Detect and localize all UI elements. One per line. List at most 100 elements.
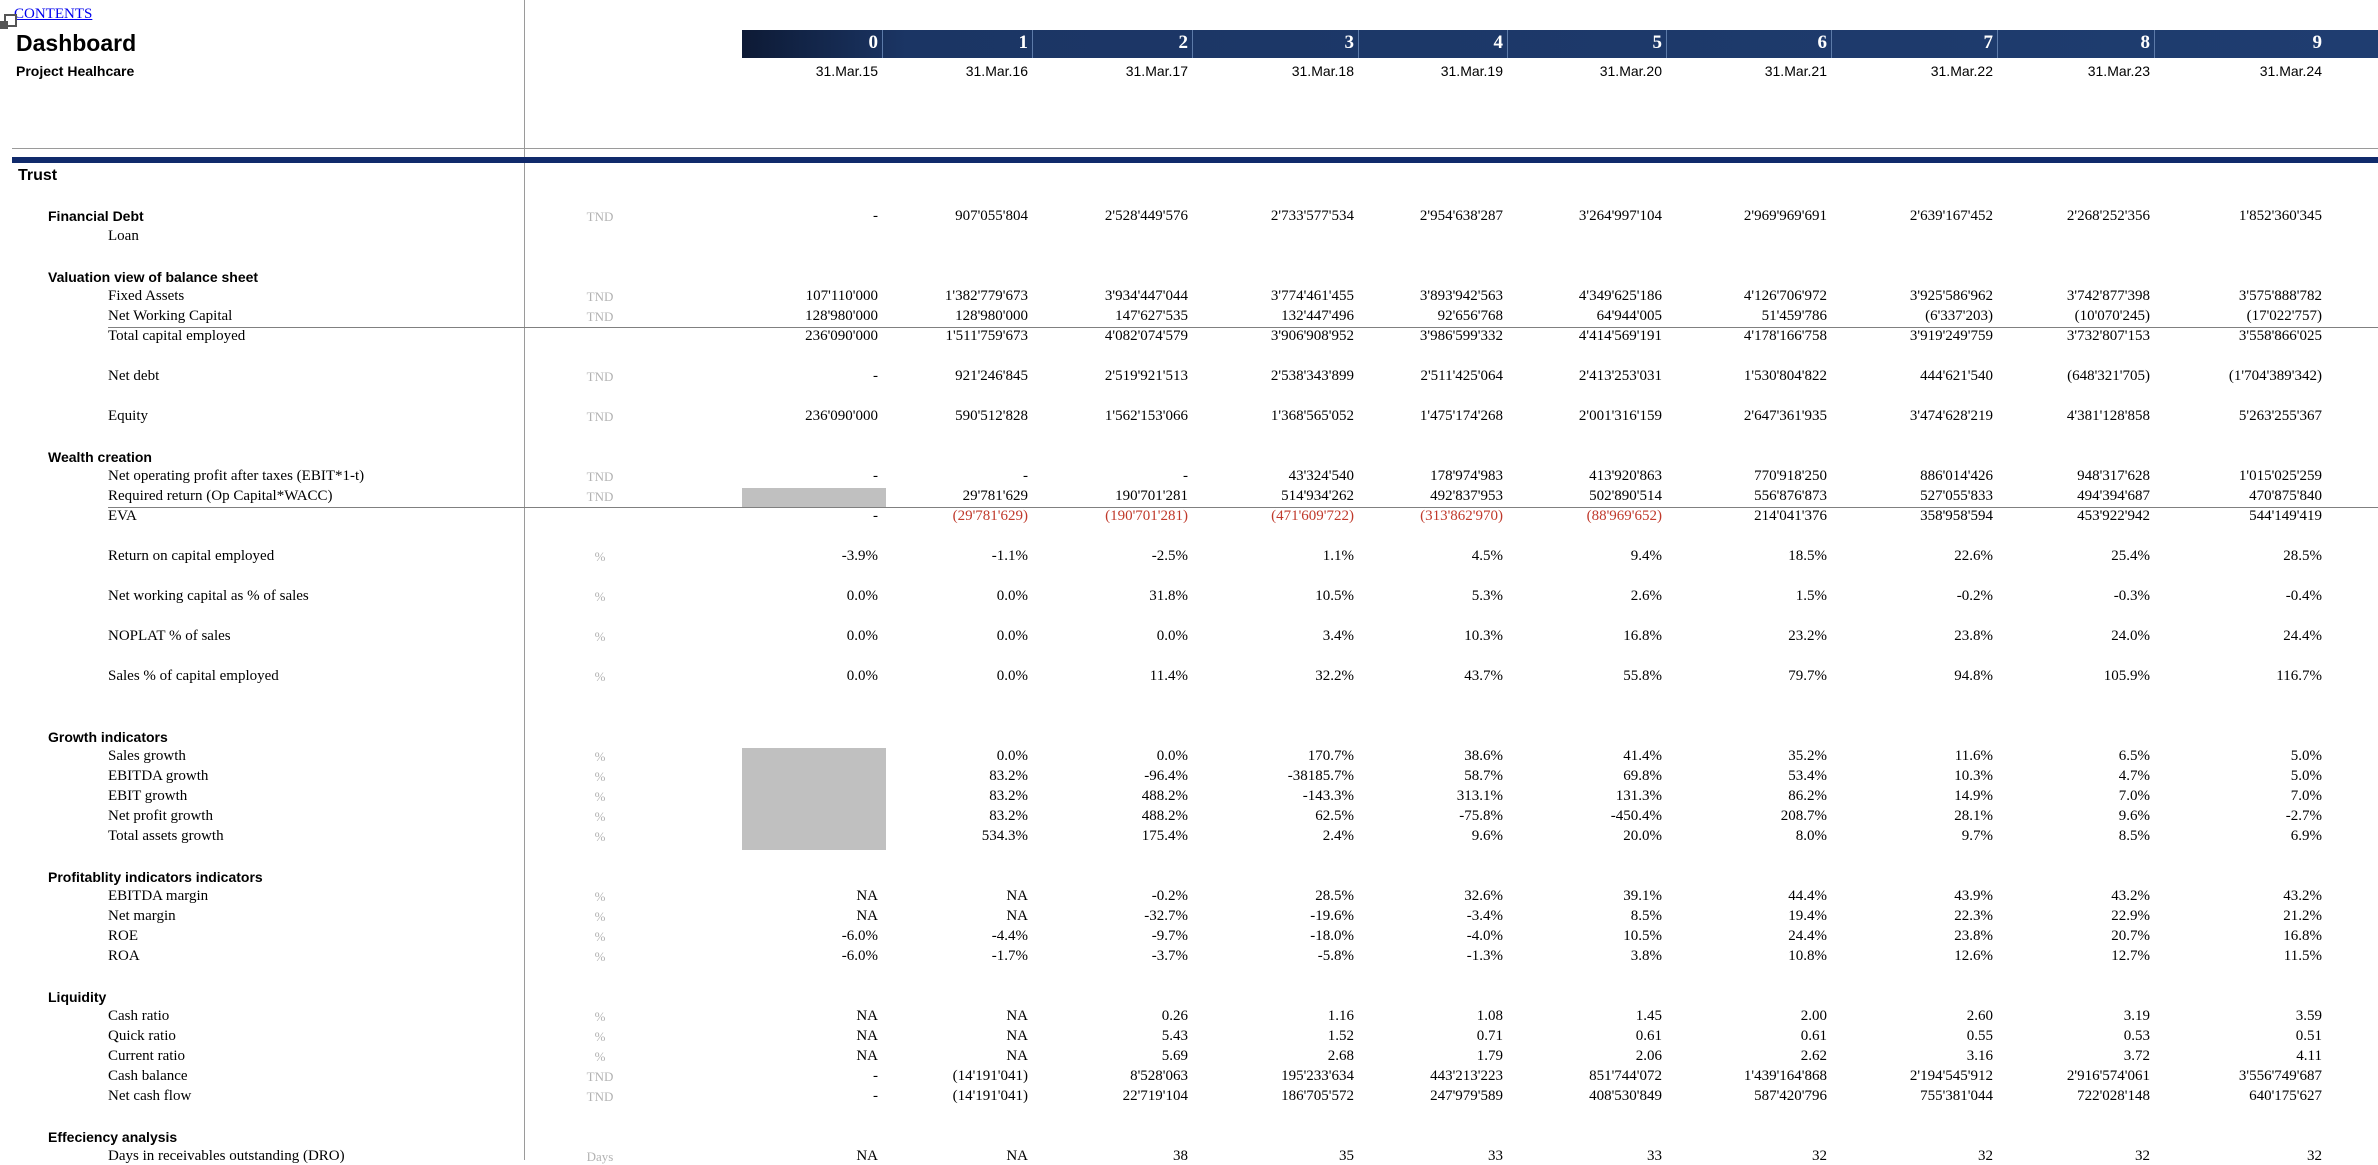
value-cell[interactable]: 28.5% <box>2283 548 2322 564</box>
value-cell[interactable]: 83.2% <box>989 768 1028 784</box>
value-cell[interactable]: 1'015'025'259 <box>2238 468 2322 484</box>
value-cell[interactable]: 443'213'223 <box>1430 1068 1503 1084</box>
value-cell[interactable]: 2'528'449'576 <box>1104 208 1188 224</box>
value-cell[interactable]: 64'944'005 <box>1596 308 1662 324</box>
value-cell[interactable]: (17'022'757) <box>2246 308 2322 324</box>
value-cell[interactable]: 43.9% <box>1954 888 1993 904</box>
value-cell[interactable]: 0.0% <box>996 668 1028 684</box>
value-cell[interactable]: (471'609'722) <box>1271 508 1354 524</box>
value-cell[interactable]: - <box>873 468 878 484</box>
value-cell[interactable]: 2'639'167'452 <box>1909 208 1993 224</box>
value-cell[interactable]: 10.3% <box>1954 768 1993 784</box>
value-cell[interactable]: -2.5% <box>1151 548 1188 564</box>
value-cell[interactable]: 43.2% <box>2283 888 2322 904</box>
value-cell[interactable]: 488.2% <box>1141 808 1188 824</box>
value-cell[interactable]: 492'837'953 <box>1430 488 1503 504</box>
value-cell[interactable]: 43'324'540 <box>1288 468 1354 484</box>
value-cell[interactable]: 0.61 <box>1635 1028 1662 1044</box>
value-cell[interactable]: 3.4% <box>1322 628 1354 644</box>
value-cell[interactable]: 1'562'153'066 <box>1104 408 1188 424</box>
value-cell[interactable]: 32 <box>2307 1148 2322 1164</box>
value-cell[interactable]: 5'263'255'367 <box>2238 408 2322 424</box>
value-cell[interactable]: 0.0% <box>996 588 1028 604</box>
value-cell[interactable]: 5.3% <box>1471 588 1503 604</box>
value-cell[interactable]: 41.4% <box>1623 748 1662 764</box>
value-cell[interactable]: 0.71 <box>1476 1028 1503 1044</box>
value-cell[interactable]: 8.5% <box>1630 908 1662 924</box>
value-cell[interactable]: 2'538'343'899 <box>1270 368 1354 384</box>
value-cell[interactable]: 8.0% <box>1795 828 1827 844</box>
value-cell[interactable]: 23.2% <box>1788 628 1827 644</box>
value-cell[interactable]: -96.4% <box>1144 768 1188 784</box>
value-cell[interactable]: 33 <box>1647 1148 1662 1164</box>
value-cell[interactable]: 35.2% <box>1788 748 1827 764</box>
value-cell[interactable]: 132'447'496 <box>1281 308 1354 324</box>
value-cell[interactable]: 1.79 <box>1476 1048 1503 1064</box>
value-cell[interactable]: 0.0% <box>846 628 878 644</box>
value-cell[interactable]: 20.7% <box>2111 928 2150 944</box>
value-cell[interactable]: 10.5% <box>1623 928 1662 944</box>
value-cell[interactable]: 0.53 <box>2123 1028 2150 1044</box>
value-cell[interactable]: 83.2% <box>989 788 1028 804</box>
value-cell[interactable]: 43.2% <box>2111 888 2150 904</box>
value-cell[interactable]: 0.55 <box>1966 1028 1993 1044</box>
value-cell[interactable]: (29'781'629) <box>952 508 1028 524</box>
value-cell[interactable]: 208.7% <box>1780 808 1827 824</box>
value-cell[interactable]: 1'530'804'822 <box>1743 368 1827 384</box>
value-cell[interactable]: 488.2% <box>1141 788 1188 804</box>
value-cell[interactable]: 1.5% <box>1795 588 1827 604</box>
value-cell[interactable]: -3.4% <box>1466 908 1503 924</box>
value-cell[interactable]: 11.6% <box>1954 748 1993 764</box>
value-cell[interactable]: 0.51 <box>2295 1028 2322 1044</box>
value-cell[interactable]: 25.4% <box>2111 548 2150 564</box>
value-cell[interactable]: 24.0% <box>2111 628 2150 644</box>
value-cell[interactable]: (6'337'203) <box>1925 308 1993 324</box>
value-cell[interactable]: (10'070'245) <box>2074 308 2150 324</box>
value-cell[interactable]: 3'264'997'104 <box>1578 208 1662 224</box>
value-cell[interactable]: 195'233'634 <box>1281 1068 1354 1084</box>
value-cell[interactable]: 3.72 <box>2123 1048 2150 1064</box>
value-cell[interactable]: 24.4% <box>1788 928 1827 944</box>
value-cell[interactable]: 12.7% <box>2111 948 2150 964</box>
value-cell[interactable]: 3.16 <box>1966 1048 1993 1064</box>
value-cell[interactable]: 1.08 <box>1476 1008 1503 1024</box>
value-cell[interactable]: - <box>873 208 878 224</box>
value-cell[interactable]: 851'744'072 <box>1589 1068 1662 1084</box>
contents-link[interactable]: CONTENTS <box>14 6 93 22</box>
value-cell[interactable]: 3'893'942'563 <box>1419 288 1503 304</box>
value-cell[interactable]: 527'055'833 <box>1920 488 1993 504</box>
value-cell[interactable]: 14.9% <box>1954 788 1993 804</box>
value-cell[interactable]: 32 <box>1812 1148 1827 1164</box>
value-cell[interactable]: NA <box>856 1148 878 1164</box>
value-cell[interactable]: 247'979'589 <box>1430 1088 1503 1104</box>
value-cell[interactable]: 105.9% <box>2103 668 2150 684</box>
value-cell[interactable]: -9.7% <box>1151 928 1188 944</box>
value-cell[interactable]: 514'934'262 <box>1281 488 1354 504</box>
value-cell[interactable]: 1'368'565'052 <box>1270 408 1354 424</box>
value-cell[interactable]: 58.7% <box>1464 768 1503 784</box>
value-cell[interactable]: 178'974'983 <box>1430 468 1503 484</box>
value-cell[interactable]: 147'627'535 <box>1115 308 1188 324</box>
value-cell[interactable]: 214'041'376 <box>1754 508 1827 524</box>
value-cell[interactable]: NA <box>856 888 878 904</box>
value-cell[interactable]: 2'969'969'691 <box>1743 208 1827 224</box>
value-cell[interactable]: -4.4% <box>991 928 1028 944</box>
value-cell[interactable]: 4'349'625'186 <box>1578 288 1662 304</box>
value-cell[interactable]: 131.3% <box>1615 788 1662 804</box>
value-cell[interactable]: 190'701'281 <box>1115 488 1188 504</box>
value-cell[interactable]: 2'916'574'061 <box>2066 1068 2150 1084</box>
value-cell[interactable]: 2.06 <box>1635 1048 1662 1064</box>
value-cell[interactable]: 32 <box>1978 1148 1993 1164</box>
value-cell[interactable]: 2'954'638'287 <box>1419 208 1503 224</box>
value-cell[interactable]: -4.0% <box>1466 928 1503 944</box>
value-cell[interactable]: 4'126'706'972 <box>1743 288 1827 304</box>
value-cell[interactable]: 886'014'426 <box>1920 468 1993 484</box>
value-cell[interactable]: -1.3% <box>1466 948 1503 964</box>
value-cell[interactable]: 51'459'786 <box>1761 308 1827 324</box>
value-cell[interactable]: 2.6% <box>1630 588 1662 604</box>
value-cell[interactable]: 29'781'629 <box>962 488 1028 504</box>
value-cell[interactable]: 3'906'908'952 <box>1270 328 1354 344</box>
value-cell[interactable]: 62.5% <box>1315 808 1354 824</box>
value-cell[interactable]: -0.2% <box>1956 588 1993 604</box>
value-cell[interactable]: (14'191'041) <box>952 1068 1028 1084</box>
